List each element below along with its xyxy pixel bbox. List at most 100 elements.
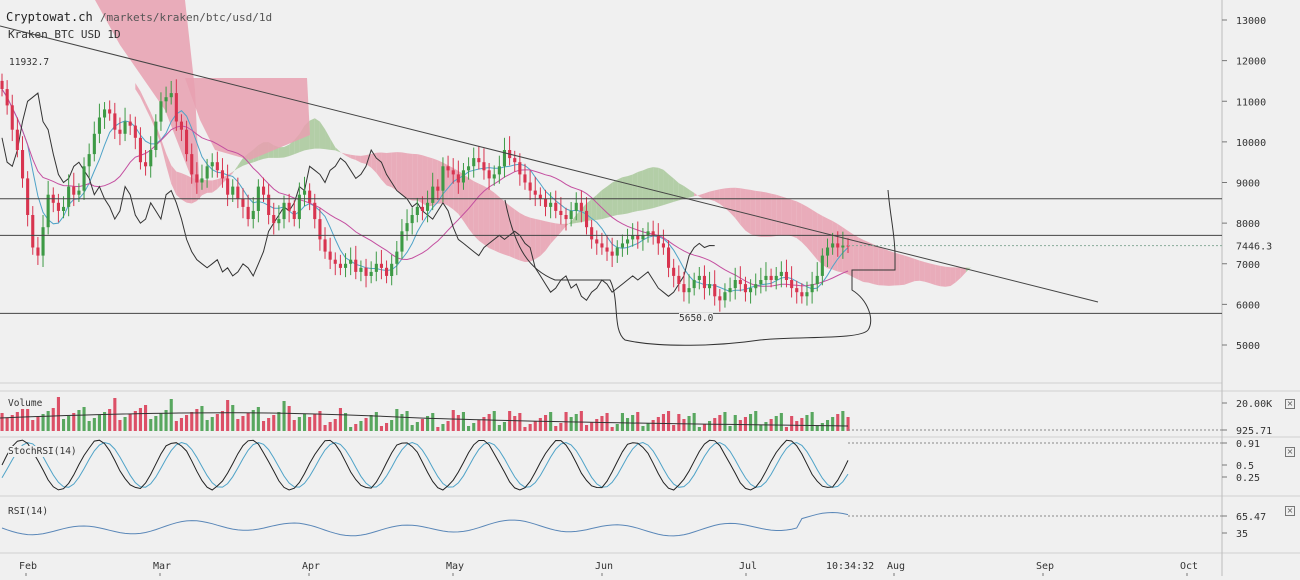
cloud-segment [868, 242, 874, 285]
candle-body [800, 292, 804, 297]
candle-body [728, 288, 732, 293]
volume-bar [123, 417, 127, 431]
cloud-segment [668, 174, 674, 204]
candle-body [687, 288, 691, 293]
volume-bar [287, 406, 291, 431]
volume-bar [749, 414, 753, 431]
cloud-segment [386, 152, 392, 188]
volume-bar [733, 415, 737, 431]
volume-bar [308, 417, 312, 431]
candle-body [646, 231, 650, 236]
candle-body [497, 166, 501, 175]
volume-bar [636, 412, 640, 431]
volume-bar [185, 415, 189, 431]
candle-body [544, 198, 548, 207]
cloud-segment [735, 187, 741, 225]
cloud-segment [812, 209, 818, 260]
candle-body [251, 210, 255, 219]
candle-body [87, 154, 91, 167]
volume-bar [5, 418, 9, 431]
volume-bar [446, 421, 450, 431]
candle-body [528, 182, 532, 191]
volume-bar [251, 410, 255, 431]
volume-bar [400, 414, 404, 431]
cloud-segment [863, 239, 869, 283]
volume-bar [226, 400, 230, 431]
volume-bar [482, 417, 486, 431]
volume-bar [559, 423, 563, 431]
volume-bar [26, 406, 30, 431]
candle-body [738, 280, 742, 285]
candle-body [179, 121, 183, 130]
volume-bar [569, 417, 573, 431]
cloud-segment [530, 217, 536, 262]
volume-bar [420, 419, 424, 431]
volume-bar [641, 426, 645, 431]
candle-body [36, 247, 40, 256]
cloud-segment [227, 171, 233, 179]
candle-body [303, 190, 307, 195]
candle-body [620, 243, 624, 248]
volume-bar [477, 420, 481, 431]
volume-bar [174, 421, 178, 431]
volume-bar [461, 412, 465, 431]
high-price-label: 11932.7 [9, 57, 50, 68]
volume-bar [405, 411, 409, 431]
cloud-segment [284, 144, 290, 158]
chart-subtitle: Kraken BTC USD 1D [8, 28, 121, 41]
candle-body [159, 101, 163, 122]
stochrsi-lines [1, 439, 1222, 491]
volume-bar [118, 420, 122, 431]
candle-body [743, 284, 747, 293]
tenkan-line [1, 88, 849, 293]
volume-bar [615, 424, 619, 431]
close-stochrsi-pane-icon[interactable]: × [1285, 447, 1295, 457]
candle-body [759, 280, 763, 285]
candle-body [292, 210, 296, 219]
time-axis-label: May [446, 561, 464, 572]
stochrsi-k-line [1, 439, 849, 491]
volume-bar [492, 411, 496, 431]
candle-body [467, 166, 471, 171]
candle-body [267, 194, 271, 215]
close-volume-pane-icon[interactable]: × [1285, 399, 1295, 409]
price-tick-label: 10000 [1236, 138, 1266, 149]
candle-body [805, 292, 809, 297]
cloud-segment [924, 262, 931, 284]
candle-body [708, 284, 712, 289]
candle-body [364, 267, 368, 276]
candle-body [769, 275, 773, 280]
candle-body [282, 202, 286, 220]
kijun-line [1, 88, 849, 287]
volume-bar [262, 421, 266, 431]
cloud-segment [345, 153, 351, 159]
candle-body [533, 190, 537, 195]
candle-body [472, 158, 476, 167]
cloud-segment [776, 194, 782, 236]
volume-bar [585, 425, 589, 431]
volume-bar [467, 426, 471, 431]
volume-bar [349, 427, 353, 431]
volume-bar [718, 415, 722, 431]
cloud-segment [185, 78, 310, 160]
cloud-segment [617, 177, 623, 215]
cloud-segment [401, 152, 408, 199]
price-tick-label: 11000 [1236, 97, 1266, 108]
cloud-segment [694, 192, 700, 197]
rsi-tick-label: 65.47 [1236, 512, 1266, 523]
cloud-segment [796, 201, 802, 243]
volume-bar [846, 417, 850, 431]
candle-body [133, 125, 137, 138]
rsi-line [1, 511, 1222, 537]
volume-bar [328, 422, 332, 431]
price-tick-label: 7000 [1236, 260, 1260, 271]
cloud-segment [232, 165, 238, 174]
candle-body [82, 166, 86, 191]
close-rsi-pane-icon[interactable]: × [1285, 506, 1295, 516]
cloud-segment [601, 186, 608, 220]
volume-bar [169, 399, 173, 431]
cloud-segment [786, 198, 792, 237]
cloud-segment [801, 203, 807, 248]
